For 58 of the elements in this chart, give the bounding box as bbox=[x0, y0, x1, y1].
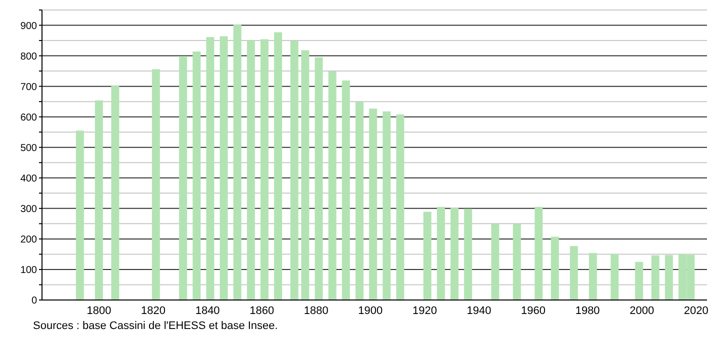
y-tick-label: 800 bbox=[20, 51, 38, 62]
bar bbox=[246, 40, 255, 300]
x-tick-label: 1920 bbox=[412, 304, 437, 317]
bar bbox=[570, 246, 578, 300]
bar bbox=[512, 224, 521, 300]
x-tick-label: 1980 bbox=[575, 304, 600, 317]
x-tick-label: 1900 bbox=[358, 304, 383, 317]
y-tick-label: 100 bbox=[20, 265, 38, 276]
bar bbox=[290, 40, 298, 300]
x-tick-label: 1880 bbox=[304, 304, 328, 317]
bar bbox=[94, 100, 103, 300]
bar bbox=[274, 32, 282, 300]
y-tick-label: 0 bbox=[31, 296, 38, 307]
source-note: Sources : base Cassini de l'EHESS et base Insee. bbox=[33, 320, 278, 332]
x-tick-label: 1800 bbox=[86, 304, 112, 317]
bar bbox=[111, 85, 120, 300]
x-tick-label: 1860 bbox=[250, 304, 274, 317]
bar bbox=[342, 80, 350, 300]
bar bbox=[464, 208, 472, 300]
bar bbox=[550, 236, 559, 300]
bar bbox=[356, 102, 364, 300]
bar bbox=[206, 37, 214, 300]
bar bbox=[610, 254, 619, 300]
x-tick-label: 2000 bbox=[630, 304, 654, 317]
bar bbox=[651, 255, 660, 300]
bar bbox=[328, 71, 336, 300]
x-tick-label: 1940 bbox=[466, 304, 492, 317]
x-tick-label: 2020 bbox=[684, 304, 708, 317]
bar bbox=[664, 255, 673, 300]
bar bbox=[491, 224, 500, 300]
bar bbox=[314, 57, 323, 300]
bar bbox=[450, 208, 458, 300]
y-tick-label: 200 bbox=[20, 234, 38, 246]
y-tick-label: 900 bbox=[20, 20, 38, 32]
bar bbox=[382, 111, 391, 300]
bar bbox=[76, 130, 84, 300]
bar bbox=[534, 206, 543, 300]
bar bbox=[635, 262, 644, 300]
y-tick-label: 400 bbox=[20, 173, 38, 184]
bar bbox=[588, 252, 597, 300]
y-tick-label: 700 bbox=[20, 82, 38, 93]
bar bbox=[179, 56, 188, 300]
y-tick-label: 500 bbox=[20, 142, 38, 154]
x-tick-label: 1820 bbox=[141, 304, 166, 317]
bar bbox=[260, 39, 268, 300]
bar bbox=[220, 36, 228, 300]
x-tick-label: 1960 bbox=[521, 304, 546, 317]
bar bbox=[436, 206, 445, 300]
bar bbox=[192, 52, 201, 300]
y-tick-label: 300 bbox=[20, 204, 38, 215]
bar bbox=[396, 114, 404, 300]
bar bbox=[369, 108, 378, 300]
bar bbox=[233, 24, 242, 300]
bar bbox=[152, 69, 160, 300]
x-tick-label: 1840 bbox=[195, 304, 220, 317]
bar bbox=[301, 50, 310, 300]
bar bbox=[423, 212, 432, 300]
y-tick-label: 600 bbox=[20, 112, 38, 124]
